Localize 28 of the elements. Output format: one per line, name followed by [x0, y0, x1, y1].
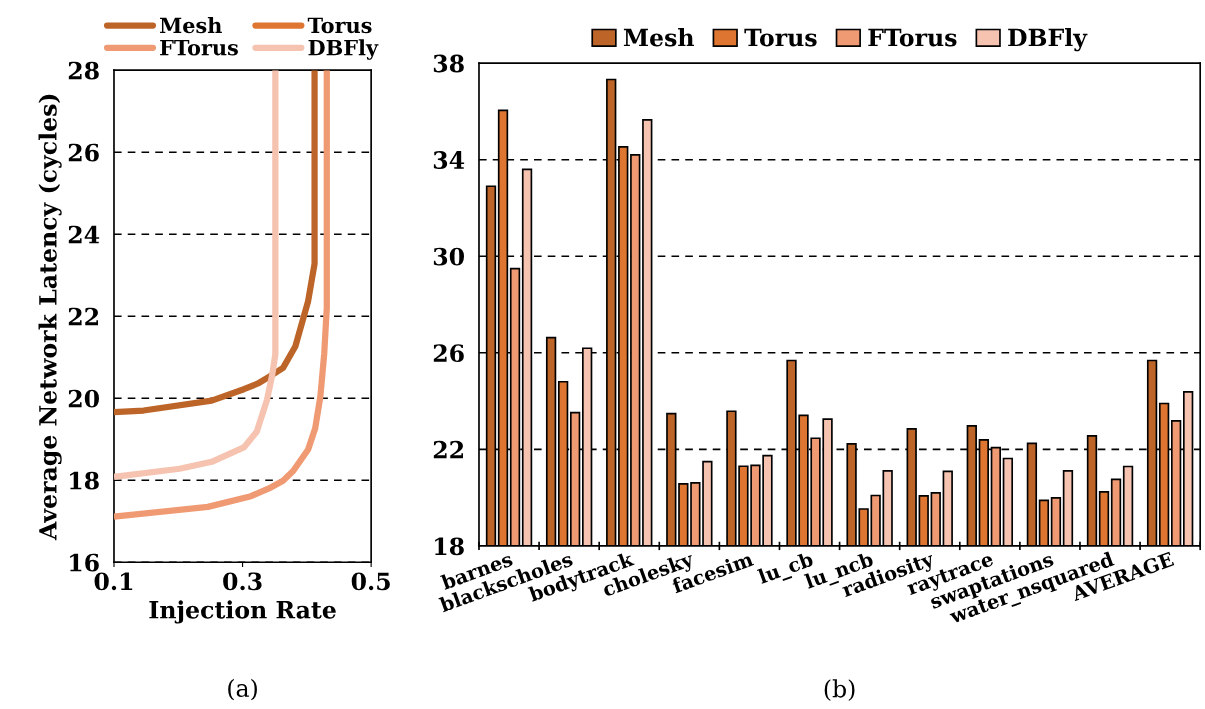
legend-label: Mesh: [160, 17, 222, 34]
y-tick-label: 34: [433, 151, 465, 169]
legend-label: DBFly: [1008, 28, 1088, 52]
y-tick-label: 30: [433, 247, 464, 266]
legend-label: Mesh: [623, 28, 694, 47]
y-tick-label: 20: [68, 389, 99, 408]
y-tick-label: 22: [68, 307, 98, 326]
y-tick-label: 18: [70, 471, 99, 490]
legend-label: Torus: [744, 28, 817, 47]
text: (b): [824, 679, 855, 701]
y-tick-label: 24: [68, 225, 100, 244]
y-tick-label: 22: [433, 440, 463, 459]
y-tick-label: 26: [433, 344, 464, 363]
y-tick-label: 28: [68, 61, 99, 80]
legend-label: FTorus: [868, 28, 957, 47]
text: (a): [228, 678, 257, 701]
x-tick-label: 0.3: [223, 572, 262, 591]
y-tick-label: 26: [68, 143, 99, 162]
legend-label: Torus: [307, 17, 372, 34]
x-tick-label: 0.5: [351, 572, 390, 591]
x-tick-label: 0.1: [94, 572, 133, 591]
legend-label: DBFly: [308, 39, 379, 60]
y-tick-label: 38: [433, 54, 464, 73]
x-axis-title: Injection Rate: [149, 600, 336, 624]
legend-label: FTorus: [160, 39, 238, 56]
y-axis-title: Average Network Latency (cycles): [38, 94, 62, 541]
y-tick-label: 16: [70, 553, 99, 572]
y-tick-label: 18: [435, 537, 464, 556]
